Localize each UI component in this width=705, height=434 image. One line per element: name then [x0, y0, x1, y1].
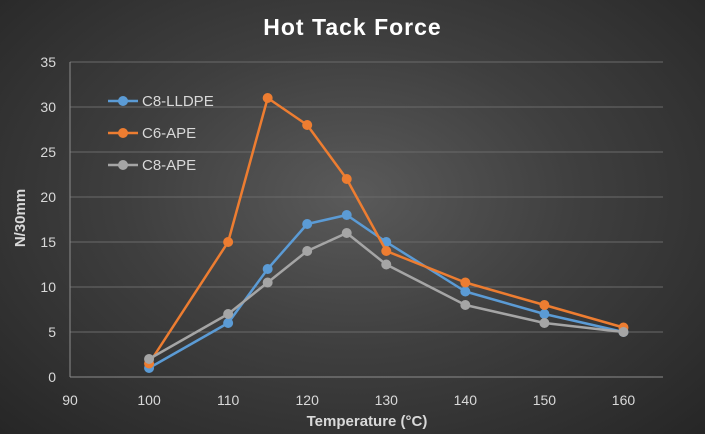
y-axis-label: N/30mm [12, 189, 29, 247]
series-c6-ape [144, 93, 629, 369]
legend-marker [118, 96, 128, 106]
x-tick-label: 160 [612, 392, 636, 408]
data-point [302, 120, 313, 130]
data-point [302, 219, 313, 229]
data-point [302, 246, 313, 256]
legend-item: C6-APE [108, 125, 196, 142]
legend-label: C6-APE [142, 125, 196, 142]
data-point [618, 327, 629, 337]
x-tick-label: 90 [62, 392, 78, 408]
series-c8-ape [144, 228, 629, 364]
y-tick-label: 30 [40, 99, 56, 115]
x-tick-label: 150 [533, 392, 557, 408]
data-point [262, 264, 273, 274]
data-point [381, 246, 392, 256]
y-tick-label: 10 [40, 279, 56, 295]
legend-label: C8-LLDPE [142, 93, 214, 110]
axes: 0 5 10 15 20 25 30 35 90 100 110 120 130 140 150 160 [40, 54, 663, 408]
x-tick-label: 130 [375, 392, 399, 408]
data-point [539, 309, 550, 319]
data-point [341, 210, 352, 220]
data-point [539, 318, 550, 328]
y-tick-label: 5 [48, 324, 56, 340]
data-point [381, 259, 392, 270]
data-point [223, 309, 234, 319]
data-point [262, 277, 273, 288]
y-tick-label: 25 [40, 144, 56, 160]
data-point [539, 300, 550, 310]
legend: C8-LLDPE C6-APE C8-APE [108, 93, 214, 174]
x-axis-label: Temperature (°C) [307, 413, 428, 430]
x-tick-label: 120 [296, 392, 320, 408]
legend-item: C8-LLDPE [108, 93, 214, 110]
legend-label: C8-APE [142, 157, 196, 174]
legend-marker [118, 160, 128, 170]
data-point [341, 228, 352, 238]
legend-item: C8-APE [108, 157, 196, 174]
y-tick-label: 35 [40, 54, 56, 70]
y-tick-label: 15 [40, 234, 56, 250]
data-point [223, 237, 234, 247]
y-tick-label: 20 [40, 189, 56, 205]
x-tick-label: 140 [454, 392, 478, 408]
data-point [460, 277, 471, 288]
x-tick-label: 110 [217, 392, 240, 408]
data-point [262, 93, 273, 103]
data-point [341, 174, 352, 184]
data-point [223, 318, 234, 328]
series-lines [144, 93, 629, 373]
y-tick-label: 0 [48, 369, 56, 385]
data-point [460, 300, 471, 310]
data-point [144, 354, 155, 364]
chart-title: Hot Tack Force [263, 14, 442, 40]
series-c8-lldpe [144, 210, 629, 373]
legend-marker [118, 128, 128, 138]
data-point [460, 286, 471, 297]
x-tick-label: 100 [137, 392, 161, 408]
